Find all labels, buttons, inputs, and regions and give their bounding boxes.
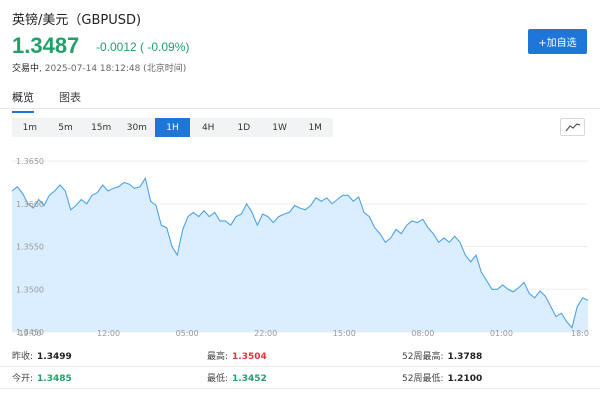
interval-5m[interactable]: 5m <box>58 122 73 133</box>
stat-52w-low: 52周最低: 1.2100 <box>402 371 482 384</box>
price-line <box>11 176 589 329</box>
status-text: 交易中 <box>12 64 40 74</box>
y-tick-label: 1.3600 <box>16 200 44 209</box>
current-price: 1.3487 <box>12 33 80 58</box>
x-tick-label: 08:00 <box>411 329 434 338</box>
interval-1mo[interactable]: 1M <box>308 122 322 133</box>
x-tick-label: 22:00 <box>254 329 277 338</box>
x-tick-label: 19:00 <box>18 329 41 338</box>
chart-type-button[interactable] <box>560 118 585 136</box>
tab-chart[interactable]: 图表 <box>59 91 81 104</box>
stat-label: 最低: <box>207 374 229 384</box>
y-tick-label: 1.3500 <box>16 285 44 294</box>
x-tick-label: 01:00 <box>490 329 513 338</box>
instrument-title: 英镑/美元（GBPUSD) <box>12 13 142 28</box>
price-change: -0.0012 ( -0.09%) <box>96 40 190 54</box>
x-tick-label: 15:00 <box>333 329 356 338</box>
stat-open: 今开: 1.3485 <box>12 371 72 384</box>
interval-15m[interactable]: 15m <box>91 122 112 133</box>
line-chart-icon <box>565 123 580 132</box>
tab-overview[interactable]: 概览 <box>12 89 34 113</box>
x-tick-label: 18:0 <box>571 329 589 338</box>
interval-30m[interactable]: 30m <box>126 122 147 133</box>
stat-value: 1.3788 <box>447 352 483 362</box>
stat-value: 1.3504 <box>232 352 267 362</box>
y-tick-label: 1.3550 <box>16 243 44 252</box>
x-tick-label: 05:00 <box>176 329 199 338</box>
interval-selector: 1m 5m 15m 30m 1H 4H 1D 1W 1M <box>12 118 333 137</box>
stat-52w-high: 52周最高: 1.3788 <box>402 349 482 362</box>
y-tick-label: 1.3450 <box>16 328 44 337</box>
stat-value: 1.2100 <box>447 374 483 384</box>
interval-1d[interactable]: 1D <box>237 122 251 133</box>
stat-value: 1.3452 <box>232 374 267 384</box>
stat-low: 最低: 1.3452 <box>207 371 267 384</box>
view-tabs: 概览 图表 <box>12 89 81 113</box>
status-datetime: , 2025-07-14 18:12:48 (北京时间) <box>39 64 187 74</box>
stat-prev-close: 昨收: 1.3499 <box>12 349 72 362</box>
y-tick-label: 1.3650 <box>16 157 44 166</box>
price-chart[interactable]: 1.3650 1.3600 1.3550 1.3500 1.3450 19:00 12:00… <box>0 140 600 340</box>
price-area <box>12 178 588 332</box>
stats-table: 昨收: 1.3499 最高: 1.3504 52周最高: 1.3788 今开: 1.34… <box>0 345 600 389</box>
stat-high: 最高: 1.3504 <box>207 349 267 362</box>
stat-label: 52周最低: <box>402 374 444 384</box>
stat-label: 52周最高: <box>402 352 444 362</box>
interval-1m[interactable]: 1m <box>22 122 38 133</box>
stats-row: 今开: 1.3485 最低: 1.3452 52周最低: 1.2100 <box>0 367 600 389</box>
stat-label: 今开: <box>12 374 34 384</box>
x-tick-label: 12:00 <box>97 329 120 338</box>
stat-value: 1.3485 <box>37 374 72 384</box>
interval-1w[interactable]: 1W <box>272 122 287 133</box>
tabs-divider <box>0 108 600 109</box>
stats-row: 昨收: 1.3499 最高: 1.3504 52周最高: 1.3788 <box>0 345 600 367</box>
stat-label: 昨收: <box>12 352 34 362</box>
interval-4h[interactable]: 4H <box>201 122 215 133</box>
stat-label: 最高: <box>207 352 229 362</box>
trading-status: 交易中, 2025-07-14 18:12:48 (北京时间) <box>12 61 186 74</box>
stat-value: 1.3499 <box>37 352 72 362</box>
add-to-watchlist-button[interactable]: +加自选 <box>528 29 587 54</box>
interval-1h[interactable]: 1H <box>154 118 191 137</box>
